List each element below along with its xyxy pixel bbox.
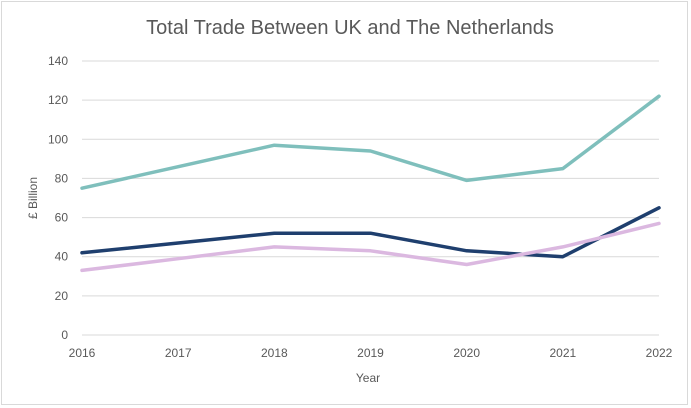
y-axis-label: £ Billion bbox=[26, 177, 40, 219]
x-axis-label: Year bbox=[356, 371, 380, 385]
x-tick-label: 2022 bbox=[646, 346, 673, 360]
gridlines bbox=[82, 60, 659, 336]
y-tick-label: 140 bbox=[48, 54, 68, 68]
x-tick-label: 2017 bbox=[165, 346, 192, 360]
series-line-1 bbox=[80, 94, 661, 190]
y-tick-label: 100 bbox=[48, 132, 68, 146]
y-axis-ticks: 0 20 40 60 80 100 120 140 bbox=[48, 54, 68, 342]
series-lines bbox=[80, 94, 661, 273]
series-line-2 bbox=[80, 206, 661, 259]
y-tick-label: 60 bbox=[55, 211, 69, 225]
y-tick-label: 40 bbox=[55, 250, 69, 264]
series-line-3 bbox=[80, 221, 661, 273]
x-tick-label: 2021 bbox=[549, 346, 576, 360]
y-tick-label: 120 bbox=[48, 93, 68, 107]
x-tick-label: 2019 bbox=[357, 346, 384, 360]
x-tick-label: 2016 bbox=[69, 346, 96, 360]
y-tick-label: 0 bbox=[61, 328, 68, 342]
y-tick-label: 20 bbox=[55, 289, 69, 303]
y-tick-label: 80 bbox=[55, 171, 69, 185]
x-axis-ticks: 2016 2017 2018 2019 2020 2021 2022 bbox=[69, 346, 673, 360]
chart-title: Total Trade Between UK and The Netherlan… bbox=[146, 17, 554, 39]
x-tick-label: 2018 bbox=[261, 346, 288, 360]
x-tick-label: 2020 bbox=[453, 346, 480, 360]
